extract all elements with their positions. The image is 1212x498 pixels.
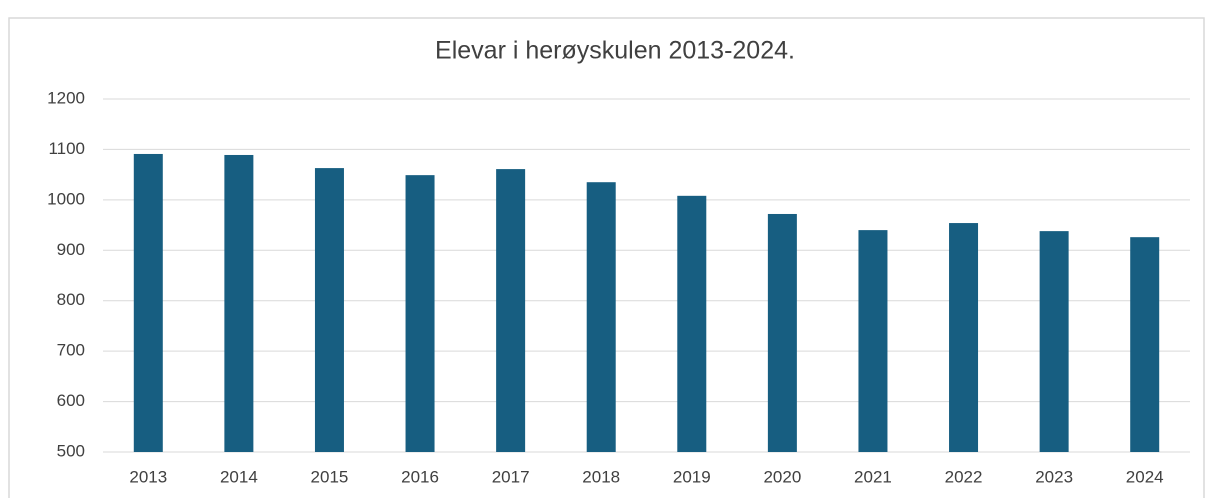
x-tick-label: 2021 [854, 467, 892, 486]
x-tick-label: 2018 [582, 467, 620, 486]
y-tick-label: 1100 [48, 139, 85, 158]
bar [858, 230, 888, 452]
x-tick-label: 2020 [763, 467, 801, 486]
y-tick-label: 1200 [47, 88, 85, 107]
bar [224, 154, 254, 452]
x-tick-label: 2023 [1035, 467, 1073, 486]
bar [949, 223, 979, 452]
y-tick-label: 600 [57, 391, 85, 410]
y-tick-label: 1000 [47, 189, 85, 208]
y-tick-label: 800 [57, 290, 85, 309]
bar [314, 168, 344, 452]
x-tick-label: 2024 [1126, 467, 1164, 486]
y-tick-label: 500 [57, 441, 85, 460]
bar [677, 195, 707, 452]
bar [586, 182, 616, 452]
bar [1039, 231, 1069, 452]
chart-title: Elevar i herøyskulen 2013-2024. [435, 37, 795, 65]
y-tick-label: 700 [57, 341, 85, 360]
bar [133, 153, 163, 452]
x-tick-label: 2015 [311, 467, 349, 486]
bar [405, 175, 435, 452]
bar [767, 213, 797, 452]
x-tick-label: 2016 [401, 467, 439, 486]
x-tick-label: 2014 [220, 467, 258, 486]
bar [1130, 237, 1160, 452]
x-tick-label: 2019 [673, 467, 711, 486]
x-tick-label: 2013 [129, 467, 167, 486]
x-tick-label: 2022 [945, 467, 983, 486]
bar [496, 169, 526, 453]
x-tick-label: 2017 [492, 467, 530, 486]
y-tick-label: 900 [57, 240, 85, 259]
